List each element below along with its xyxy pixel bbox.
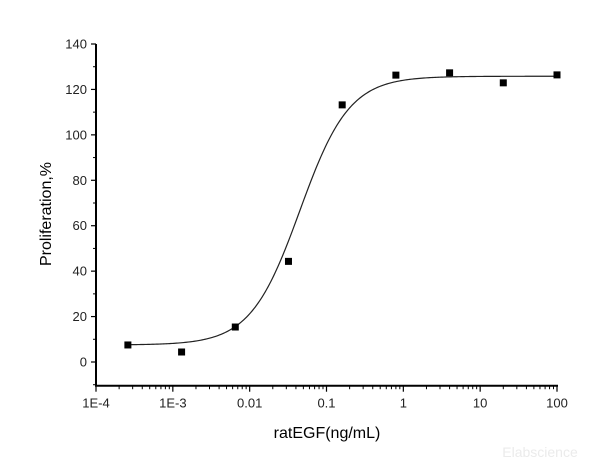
data-point — [178, 348, 186, 356]
data-point — [231, 323, 239, 331]
x-tick-label: 1E-3 — [159, 396, 186, 411]
x-axis-title: ratEGF(ng/mL) — [274, 425, 381, 442]
y-tick-label: 60 — [73, 218, 87, 233]
x-tick-label: 0.01 — [237, 396, 262, 411]
data-point — [338, 101, 346, 109]
y-tick-label: 0 — [80, 355, 87, 370]
data-point — [284, 257, 292, 265]
fit-curve — [127, 75, 557, 346]
y-axis-title: Proliferation,% — [38, 162, 55, 266]
y-tick-label: 40 — [73, 264, 87, 279]
y-tick-label: 80 — [73, 173, 87, 188]
x-tick-label: 1 — [400, 396, 407, 411]
y-tick-label: 100 — [65, 127, 87, 142]
data-point — [392, 71, 400, 79]
y-tick-label: 120 — [65, 82, 87, 97]
x-tick-label: 100 — [546, 396, 568, 411]
fit-line — [127, 75, 557, 346]
x-tick-label: 0.1 — [317, 396, 335, 411]
y-tick-label: 140 — [65, 37, 87, 52]
data-point — [499, 79, 507, 87]
data-points — [124, 69, 561, 356]
data-point — [553, 71, 561, 79]
data-point — [446, 69, 454, 77]
x-tick-label: 10 — [473, 396, 487, 411]
data-point — [124, 341, 132, 349]
watermark: Elabscience — [502, 444, 578, 460]
y-tick-label: 20 — [73, 309, 87, 324]
axes: 0 20 40 60 80 100 120 140 1E-4 1E-3 0.01 0.1 1 10 100 — [65, 37, 568, 411]
x-tick-label: 1E-4 — [82, 396, 109, 411]
